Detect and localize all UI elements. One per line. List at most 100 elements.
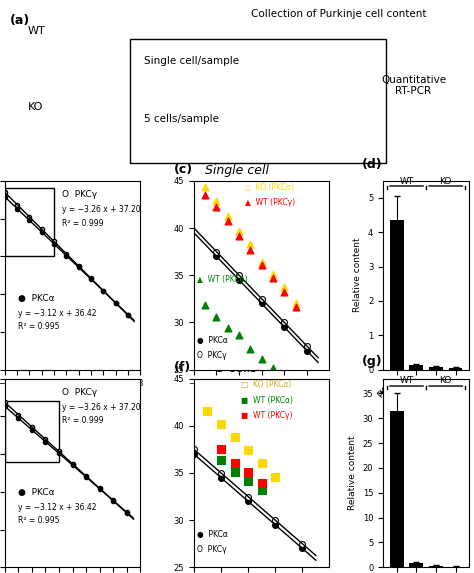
Point	[258, 485, 265, 494]
Text: KO: KO	[439, 176, 452, 186]
Text: (c): (c)	[173, 163, 192, 176]
Point	[231, 458, 238, 467]
Point	[244, 497, 252, 506]
Point	[224, 211, 232, 221]
Point	[224, 217, 232, 226]
Text: R² = 0.995: R² = 0.995	[18, 516, 60, 525]
Text: ●  PKCα: ● PKCα	[18, 294, 55, 303]
Bar	[390, 411, 403, 567]
Text: □  KO (PKCα): □ KO (PKCα)	[241, 380, 292, 390]
Bar	[390, 220, 403, 370]
Text: Collection of Purkinje cell content: Collection of Purkinje cell content	[251, 9, 427, 19]
Text: y = −3.12 x + 36.42: y = −3.12 x + 36.42	[18, 503, 97, 512]
Point	[217, 419, 225, 429]
Text: (d): (d)	[362, 158, 382, 171]
Point	[281, 288, 288, 297]
Point	[231, 468, 238, 477]
Point	[201, 191, 209, 200]
Point	[281, 282, 288, 292]
Point	[244, 492, 252, 501]
Point	[299, 544, 306, 553]
Point	[258, 459, 265, 468]
Text: ▲  WT (PKCα): ▲ WT (PKCα)	[197, 275, 247, 284]
Text: WT: WT	[400, 375, 414, 384]
Point	[281, 318, 288, 327]
Bar	[410, 366, 423, 370]
Text: (g): (g)	[362, 355, 382, 368]
Point	[244, 477, 252, 486]
Point	[246, 245, 254, 254]
Point	[258, 299, 265, 308]
Point	[272, 520, 279, 529]
Point	[213, 312, 220, 321]
Text: ■  WT (PKCγ): ■ WT (PKCγ)	[241, 411, 293, 419]
Text: y = −3.26 x + 37.20: y = −3.26 x + 37.20	[62, 403, 140, 412]
Point	[303, 342, 310, 351]
Point	[303, 346, 310, 355]
Text: (b): (b)	[0, 163, 1, 176]
Point	[258, 355, 265, 364]
Text: 5 cells/sample: 5 cells/sample	[144, 113, 219, 124]
Point	[258, 294, 265, 303]
Point	[217, 455, 225, 464]
Text: O  PKCγ: O PKCγ	[62, 190, 97, 199]
Bar	[130, 39, 386, 163]
Text: y = −3.12 x + 36.42: y = −3.12 x + 36.42	[18, 309, 97, 318]
Point	[235, 270, 243, 280]
Point	[217, 473, 225, 482]
Text: KO: KO	[28, 102, 43, 112]
Point	[258, 478, 265, 488]
Point	[235, 330, 243, 339]
Point	[213, 196, 220, 205]
Point	[299, 539, 306, 548]
Text: ●  PKCα: ● PKCα	[197, 336, 228, 344]
Text: (f): (f)	[173, 361, 191, 374]
X-axis label: Log[x] Plasmid particles: Log[x] Plasmid particles	[14, 394, 131, 404]
Text: WT: WT	[28, 26, 46, 36]
Bar	[429, 566, 443, 567]
Point	[213, 247, 220, 256]
Point	[292, 302, 299, 311]
Text: KO: KO	[439, 375, 452, 384]
Text: ▲  WT (PKCγ): ▲ WT (PKCγ)	[246, 198, 295, 207]
Text: ●  PKCα: ● PKCα	[197, 529, 228, 539]
Point	[269, 273, 277, 282]
Bar	[5, 189, 54, 256]
Y-axis label: Relative content: Relative content	[348, 435, 357, 510]
Text: WT: WT	[400, 176, 414, 186]
Text: Single cell: Single cell	[205, 164, 269, 177]
Point	[204, 406, 211, 415]
Point	[269, 270, 277, 279]
Point	[258, 260, 265, 269]
Point	[281, 323, 288, 332]
Text: R² = 0.999: R² = 0.999	[62, 218, 103, 227]
X-axis label: Log[x] Plasmid particles: Log[x] Plasmid particles	[203, 394, 320, 404]
Text: O  PKCγ: O PKCγ	[62, 388, 97, 397]
Text: O  PKCγ: O PKCγ	[197, 351, 226, 360]
Point	[272, 516, 279, 525]
Y-axis label: Relative content: Relative content	[353, 238, 362, 312]
Bar	[449, 368, 463, 370]
Text: y = −3.26 x + 37.20: y = −3.26 x + 37.20	[62, 205, 140, 214]
Point	[217, 468, 225, 477]
Text: O  PKCγ: O PKCγ	[197, 544, 226, 554]
Point	[246, 240, 254, 249]
Point	[269, 363, 277, 372]
Point	[213, 203, 220, 212]
Point	[235, 226, 243, 236]
Text: Quantitative
RT-PCR: Quantitative RT-PCR	[381, 74, 446, 96]
Point	[244, 446, 252, 455]
Point	[217, 445, 225, 454]
Point	[258, 257, 265, 266]
Point	[201, 301, 209, 310]
Point	[292, 298, 299, 307]
Point	[201, 182, 209, 191]
Point	[190, 445, 198, 454]
Text: △  KO (PKCα): △ KO (PKCα)	[246, 183, 294, 192]
Point	[231, 433, 238, 442]
Text: ■  WT (PKCα): ■ WT (PKCα)	[241, 395, 293, 405]
Point	[244, 468, 252, 477]
Point	[235, 275, 243, 284]
Text: (a): (a)	[9, 14, 30, 27]
Text: 5 cells: 5 cells	[217, 362, 257, 375]
